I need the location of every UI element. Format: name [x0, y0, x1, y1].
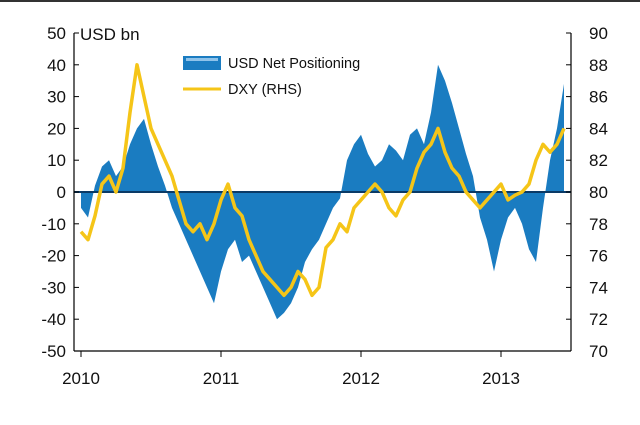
left-tick-label: 40 [47, 56, 66, 75]
legend-label-positioning: USD Net Positioning [228, 56, 360, 72]
x-tick-label: 2013 [482, 369, 520, 388]
left-tick-label: -50 [41, 342, 66, 361]
x-axis-ticks: 2010 2011 2012 2013 [62, 351, 520, 388]
left-tick-label: 10 [47, 151, 66, 170]
right-tick-label: 90 [589, 24, 608, 43]
x-tick-label: 2011 [203, 369, 240, 388]
dxy-line [79, 63, 566, 298]
x-tick-label: 2010 [62, 369, 100, 388]
x-tick-label: 2012 [342, 369, 380, 388]
right-tick-label: 78 [589, 215, 608, 234]
y-axis-label: USD bn [80, 25, 140, 44]
left-axis-ticks: 50 40 30 20 10 0 -10 -20 -30 -40 -50 [41, 24, 79, 361]
right-tick-label: 82 [589, 151, 608, 170]
left-tick-label: 30 [47, 88, 66, 107]
left-tick-label: -20 [41, 247, 66, 266]
legend-swatch-positioning-highlight [186, 58, 218, 61]
right-tick-label: 72 [589, 310, 608, 329]
top-rule [0, 0, 640, 2]
right-tick-label: 84 [589, 119, 608, 138]
legend: USD Net Positioning DXY (RHS) [183, 56, 360, 98]
right-tick-label: 74 [589, 278, 608, 297]
left-tick-label: 20 [47, 119, 66, 138]
left-tick-label: -10 [41, 215, 66, 234]
right-tick-label: 70 [589, 342, 608, 361]
left-tick-label: -40 [41, 310, 66, 329]
left-tick-label: -30 [41, 278, 66, 297]
right-axis-ticks: 90 88 86 84 82 80 78 76 74 72 70 [566, 24, 608, 361]
left-tick-label: 0 [57, 183, 66, 202]
dxy-line-layer [79, 63, 566, 298]
left-tick-label: 50 [47, 24, 66, 43]
right-tick-label: 86 [589, 88, 608, 107]
legend-label-dxy: DXY (RHS) [228, 82, 302, 98]
right-tick-label: 80 [589, 183, 608, 202]
right-tick-label: 88 [589, 56, 608, 75]
right-tick-label: 76 [589, 247, 608, 266]
